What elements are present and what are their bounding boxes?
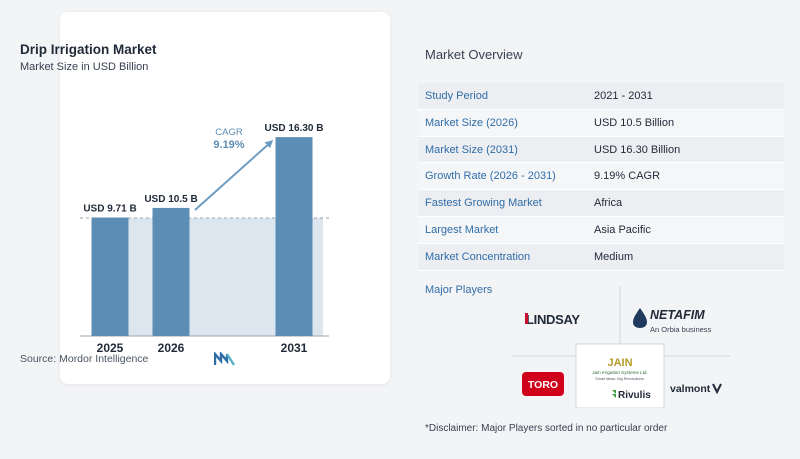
mordor-intelligence-logo-icon	[214, 352, 236, 366]
overview-row: Fastest Growing Market Africa	[418, 190, 784, 217]
overview-row: Market Concentration Medium	[418, 243, 784, 271]
overview-label: Market Concentration	[425, 250, 531, 263]
overview-value: USD 16.30 Billion	[594, 143, 681, 156]
bar-data-label: USD 9.71 B	[83, 204, 136, 215]
valmont-logo: valmont	[670, 383, 711, 395]
cagr-label: CAGR	[215, 127, 243, 138]
overview-value: Medium	[594, 250, 634, 263]
disclaimer-note: *Disclaimer: Major Players sorted in no …	[425, 423, 668, 434]
valmont-v-icon	[712, 383, 722, 395]
overview-row: Largest Market Asia Pacific	[418, 216, 784, 244]
market-overview-table: Study Period 2021 - 2031 Market Size (20…	[418, 83, 784, 271]
overview-value: Asia Pacific	[594, 223, 651, 236]
major-players-logos: LINDSAY NETAFIM An Orbia business JAIN J…	[512, 286, 730, 408]
players-logo-grid: LINDSAY NETAFIM An Orbia business JAIN J…	[512, 286, 730, 408]
lindsay-logo: LINDSAY	[526, 312, 580, 327]
overview-label: Fastest Growing Market	[425, 197, 542, 210]
chart-title: Drip Irrigation Market	[20, 42, 157, 57]
overview-row: Market Size (2026) USD 10.5 Billion	[418, 109, 784, 137]
x-tick-label: 2031	[281, 341, 308, 355]
overview-label: Largest Market	[425, 223, 499, 236]
toro-logo: TORO	[528, 379, 558, 391]
overview-label: Study Period	[425, 90, 488, 102]
x-tick-label: 2025	[97, 341, 124, 355]
overview-label: Market Size (2031)	[425, 143, 518, 156]
major-players-label: Major Players	[425, 284, 493, 296]
x-tick-label: 2026	[158, 341, 185, 355]
netafim-subtitle: An Orbia business	[650, 325, 712, 334]
bars-group: USD 9.71 B 2025 USD 10.5 B 2026 USD 16.30 B 2…	[83, 123, 323, 355]
jain-logo-box	[575, 343, 665, 408]
overview-row: Growth Rate (2026 - 2031) 9.19% CAGR	[418, 163, 784, 191]
bar-2031	[275, 137, 313, 336]
cagr-arrow	[194, 139, 274, 211]
overview-row: Market Size (2031) USD 16.30 Billion	[418, 136, 784, 164]
jain-tagline: Small Ideas. Big Revolutions.	[595, 377, 644, 381]
chart-subtitle: Market Size in USD Billion	[20, 61, 149, 73]
jain-logo: JAIN	[607, 357, 632, 369]
cagr-value: 9.19%	[213, 139, 244, 151]
bar-data-label: USD 16.30 B	[265, 123, 324, 134]
overview-value: Africa	[594, 197, 623, 210]
rivulis-leaf-icon	[612, 390, 616, 398]
overview-label: Growth Rate (2026 - 2031)	[425, 170, 556, 183]
source-note: Source: Mordor Intelligence	[20, 353, 149, 365]
bar-data-label: USD 10.5 B	[144, 194, 197, 205]
netafim-logo: NETAFIM	[650, 308, 705, 322]
overview-value: 2021 - 2031	[594, 90, 653, 102]
overview-value: USD 10.5 Billion	[594, 116, 675, 129]
toro-logo-box	[522, 372, 564, 396]
lindsay-red-accent-icon	[525, 313, 528, 324]
bar-2025	[91, 217, 129, 336]
overview-label: Market Size (2026)	[425, 116, 518, 129]
overview-row: Study Period 2021 - 2031	[418, 83, 784, 110]
jain-subtitle: Jain Irrigation Systems Ltd.	[592, 370, 647, 375]
rivulis-logo: Rivulis	[618, 390, 651, 401]
netafim-drop-icon	[633, 308, 647, 328]
bar-chart: USD 9.71 B 2025 USD 10.5 B 2026 USD 16.30 B 2…	[80, 123, 329, 355]
overview-value: 9.19% CAGR	[594, 170, 661, 183]
bar-2026	[152, 207, 190, 336]
market-overview-title: Market Overview	[425, 47, 523, 62]
